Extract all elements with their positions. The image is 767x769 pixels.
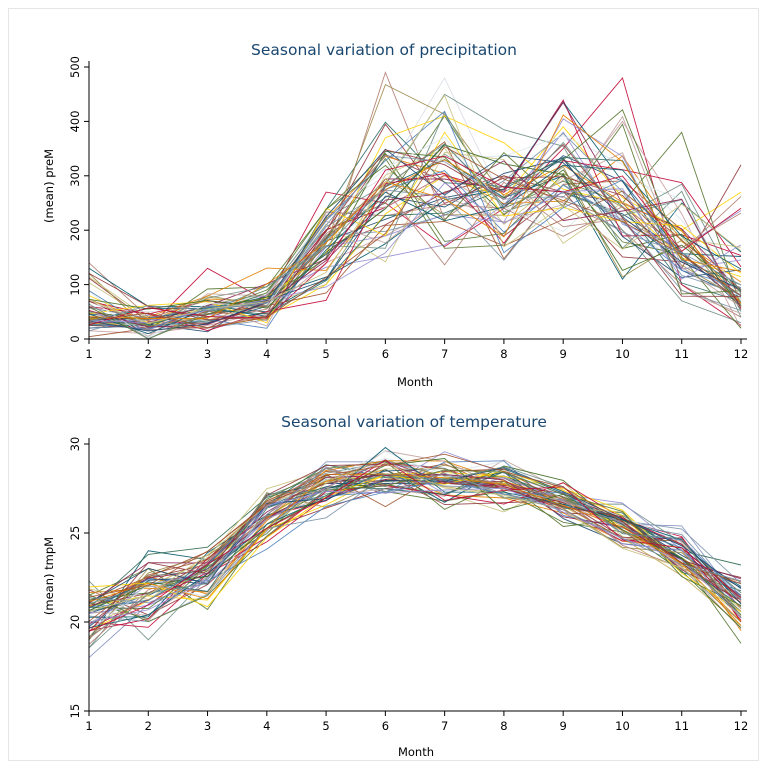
series-line-16 [88,462,742,632]
series-line-27 [88,203,742,319]
series-line-34 [88,159,742,320]
x-tick-label: 4 [263,347,270,361]
x-tick-label: 6 [382,347,389,361]
x-tick-label: 9 [560,347,567,361]
chart-title: Seasonal variation of precipitation [251,41,517,59]
series-line-34 [88,460,742,626]
y-tick-label: 20 [68,615,82,630]
x-tick-label: 5 [322,347,329,361]
x-tick-label: 7 [441,719,448,733]
temperature-chart: Seasonal variation of temperature (mean)… [42,413,748,759]
series-line-47 [88,467,742,639]
x-tick-label: 1 [85,347,92,361]
x-tick-label: 7 [441,347,448,361]
precipitation-chart: Seasonal variation of precipitation (mea… [42,41,748,389]
x-tick-label: 12 [734,719,749,733]
x-tick-label: 11 [674,347,689,361]
series-line-24 [88,115,742,325]
series-line-60 [88,467,742,604]
series-line-13 [88,152,742,331]
x-tick-label: 4 [263,719,270,733]
series-line-43 [88,115,742,337]
x-tick-label: 10 [615,719,630,733]
y-tick-label: 15 [68,704,82,719]
series-line-40 [88,184,742,320]
y-axis-label: (mean) tmpM [42,537,56,615]
series-line-2 [88,473,742,641]
series-line-56 [88,155,742,326]
series-line-49 [88,474,742,604]
y-tick-label: 500 [68,56,82,78]
series-line-48 [88,144,742,310]
y-tick-label: 0 [68,335,82,342]
series-line-56 [88,459,742,632]
temperature-panel: Seasonal variation of temperature (mean)… [9,393,760,762]
series-line-26 [88,101,742,321]
series-line-11 [88,143,742,333]
x-tick-label: 8 [500,719,507,733]
series-line-4 [88,475,742,644]
series-line-36 [88,482,742,629]
series-line-58 [88,462,742,617]
series-line-55 [88,466,742,649]
series-line-13 [88,474,742,620]
x-tick-label: 11 [674,719,689,733]
series-layer [88,446,742,658]
y-tick-label: 25 [68,526,82,541]
x-tick-label: 5 [322,719,329,733]
series-line-59 [88,146,742,329]
series-line-38 [88,151,742,321]
series-line-7 [88,473,742,632]
chart-title: Seasonal variation of temperature [281,413,547,431]
y-tick-label: 100 [68,274,82,296]
series-line-27 [88,473,742,645]
series-line-35 [88,111,742,326]
x-tick-label: 1 [85,719,92,733]
y-tick-label: 200 [68,219,82,241]
x-tick-label: 6 [382,719,389,733]
series-line-58 [88,94,742,324]
series-line-12 [88,153,742,324]
series-layer [88,71,742,340]
series-line-14 [88,469,742,632]
series-line-51 [88,467,742,604]
x-tick-label: 2 [145,347,152,361]
series-line-59 [88,453,742,598]
x-tick-label: 12 [734,347,749,361]
x-tick-label: 3 [204,347,211,361]
y-tick-label: 400 [68,110,82,132]
x-tick-label: 3 [204,719,211,733]
series-line-12 [88,469,742,625]
series-line-42 [88,459,742,638]
x-axis-label: Month [398,745,434,759]
series-line-44 [88,131,742,324]
series-line-53 [88,469,742,623]
x-tick-label: 9 [560,719,567,733]
series-line-52 [88,463,742,633]
precipitation-panel: Seasonal variation of precipitation (mea… [9,9,760,393]
y-tick-label: 30 [68,437,82,452]
series-line-25 [88,135,742,337]
series-line-60 [88,155,742,322]
y-axis-label: (mean) preM [42,149,56,223]
series-line-52 [88,143,742,321]
x-tick-label: 8 [500,347,507,361]
x-tick-label: 10 [615,347,630,361]
x-tick-label: 2 [145,719,152,733]
series-line-45 [88,450,742,632]
series-line-57 [88,182,742,324]
y-tick-label: 300 [68,165,82,187]
x-axis-label: Month [397,375,433,389]
series-line-55 [88,141,742,340]
series-line-57 [88,487,742,623]
figure: Seasonal variation of precipitation (mea… [8,8,759,761]
